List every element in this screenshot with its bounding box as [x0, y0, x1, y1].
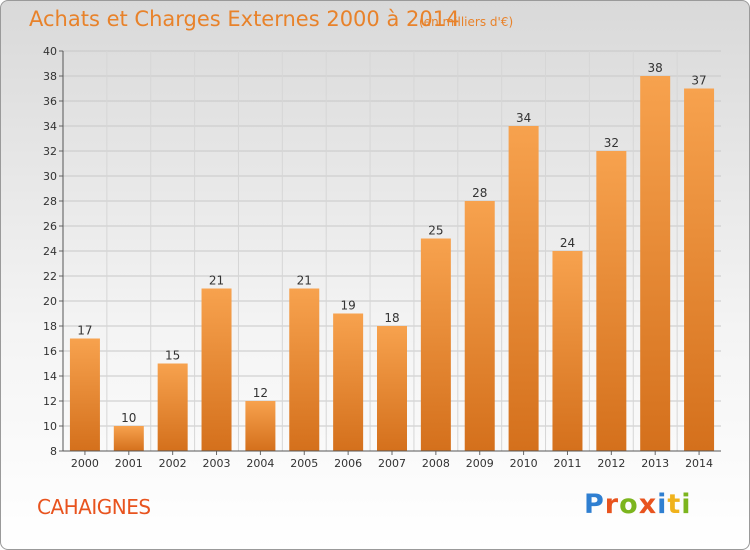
- bar-2002: [157, 363, 188, 451]
- y-tick-label: 14: [43, 370, 57, 383]
- commune-name: CAHAIGNES: [37, 495, 151, 519]
- bar-2000: [69, 338, 100, 451]
- bar-value-label: 38: [648, 61, 663, 75]
- x-tick-label: 2010: [510, 457, 538, 470]
- y-tick-label: 30: [43, 170, 57, 183]
- brand-letter: x: [638, 489, 658, 520]
- bar-2001: [113, 426, 144, 451]
- bar-2011: [552, 251, 583, 451]
- bar-2014: [684, 88, 715, 451]
- bar-value-label: 17: [77, 324, 92, 338]
- x-tick-label: 2007: [378, 457, 406, 470]
- x-tick-label: 2005: [290, 457, 318, 470]
- y-tick-label: 36: [43, 95, 57, 108]
- bar-value-label: 32: [604, 136, 619, 150]
- bar-2004: [245, 401, 276, 451]
- bar-2012: [596, 151, 627, 451]
- bar-value-label: 21: [209, 274, 224, 288]
- chart-unit: (en milliers d'€): [419, 15, 514, 29]
- y-tick-label: 18: [43, 320, 57, 333]
- y-tick-label: 38: [43, 70, 57, 83]
- chart-title: Achats et Charges Externes 2000 à 2014: [29, 7, 460, 31]
- bar-value-label: 28: [472, 186, 487, 200]
- y-tick-label: 24: [43, 245, 57, 258]
- y-tick-label: 10: [43, 420, 57, 433]
- y-tick-label: 16: [43, 345, 57, 358]
- bar-value-label: 15: [165, 349, 180, 363]
- proxiti-logo: Proxiti: [584, 489, 692, 520]
- x-tick-label: 2012: [597, 457, 625, 470]
- bar-value-label: 34: [516, 111, 531, 125]
- y-tick-label: 32: [43, 145, 57, 158]
- y-tick-label: 8: [50, 445, 57, 458]
- brand-letter: t: [667, 489, 682, 520]
- x-tick-label: 2004: [246, 457, 274, 470]
- bar-2007: [377, 326, 407, 451]
- x-tick-label: 2006: [334, 457, 362, 470]
- bar-2006: [333, 313, 364, 451]
- x-tick-label: 2009: [466, 457, 494, 470]
- bars-layer: 17 10 15 21 12 21 19 18 25 28 34 24 32 38 37: [69, 61, 715, 451]
- brand-letter: i: [681, 489, 692, 520]
- x-tick-label: 2001: [115, 457, 143, 470]
- y-tick-label: 28: [43, 195, 57, 208]
- y-tick-label: 34: [43, 120, 57, 133]
- y-tick-label: 22: [43, 270, 57, 283]
- brand-letter: P: [584, 489, 605, 520]
- bar-value-label: 12: [253, 386, 268, 400]
- y-tick-label: 20: [43, 295, 57, 308]
- bar-2010: [508, 126, 539, 451]
- x-tick-label: 2011: [553, 457, 581, 470]
- x-tick-label: 2000: [71, 457, 99, 470]
- bar-value-label: 24: [560, 236, 575, 250]
- y-tick-label: 12: [43, 395, 57, 408]
- brand-letter: i: [657, 489, 668, 520]
- bar-2013: [640, 76, 671, 451]
- bar-value-label: 18: [384, 311, 399, 325]
- x-tick-label: 2013: [641, 457, 669, 470]
- x-tick-label: 2003: [203, 457, 231, 470]
- bar-value-label: 25: [428, 224, 443, 238]
- bar-value-label: 10: [121, 411, 136, 425]
- bar-2005: [289, 288, 320, 451]
- brand-letter: o: [619, 489, 639, 520]
- y-tick-label: 40: [43, 45, 57, 58]
- brand-letter: r: [604, 489, 620, 520]
- bar-value-label: 37: [691, 74, 706, 88]
- bar-value-label: 21: [297, 274, 312, 288]
- bar-2009: [464, 201, 495, 451]
- axis-layer: 8 10 12 14 16 18 20 22 24 26 28 30 32 34 36 38 40 2000 200…: [43, 45, 721, 470]
- x-tick-label: 2014: [685, 457, 713, 470]
- bar-value-label: 19: [340, 299, 355, 313]
- y-tick-label: 26: [43, 220, 57, 233]
- bar-2003: [201, 288, 232, 451]
- x-tick-label: 2008: [422, 457, 450, 470]
- bar-2008: [420, 238, 451, 451]
- x-tick-label: 2002: [159, 457, 187, 470]
